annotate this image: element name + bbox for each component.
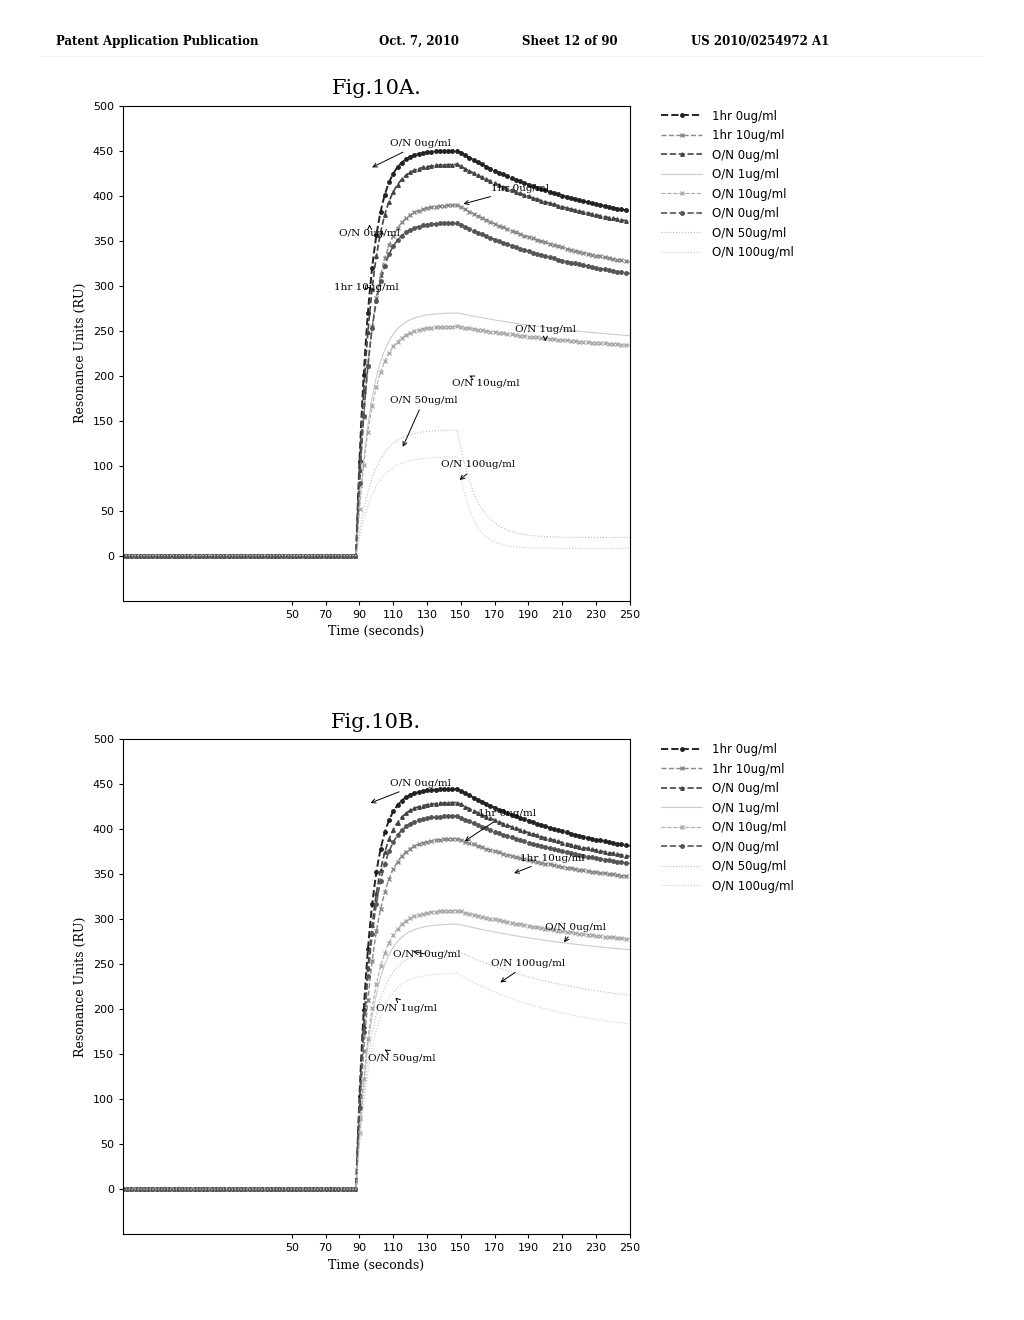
Text: O/N 0ug/ml: O/N 0ug/ml [373, 139, 451, 166]
Text: O/N 1ug/ml: O/N 1ug/ml [377, 998, 437, 1012]
Text: O/N 50ug/ml: O/N 50ug/ml [368, 1051, 435, 1064]
Y-axis label: Resonance Units (RU): Resonance Units (RU) [74, 282, 87, 424]
Text: US 2010/0254972 A1: US 2010/0254972 A1 [691, 34, 829, 48]
Text: O/N 10ug/ml: O/N 10ug/ml [453, 376, 520, 388]
Text: O/N 0ug/ml: O/N 0ug/ml [545, 923, 606, 941]
Text: 1hr 10ug/ml: 1hr 10ug/ml [515, 854, 585, 874]
Text: 1hr 0ug/ml: 1hr 0ug/ml [466, 809, 536, 841]
Text: O/N 100ug/ml: O/N 100ug/ml [440, 461, 515, 479]
Text: O/N 0ug/ml: O/N 0ug/ml [339, 226, 400, 238]
Text: O/N 1ug/ml: O/N 1ug/ml [515, 326, 575, 341]
Text: O/N 50ug/ml: O/N 50ug/ml [390, 396, 458, 446]
Text: Patent Application Publication: Patent Application Publication [56, 34, 259, 48]
Legend: 1hr 0ug/ml, 1hr 10ug/ml, O/N 0ug/ml, O/N 1ug/ml, O/N 10ug/ml, O/N 0ug/ml, O/N 50: 1hr 0ug/ml, 1hr 10ug/ml, O/N 0ug/ml, O/N… [656, 104, 799, 264]
Text: O/N 100ug/ml: O/N 100ug/ml [492, 960, 565, 982]
Text: O/N 10ug/ml: O/N 10ug/ml [393, 950, 461, 960]
Title: Fig.10A.: Fig.10A. [332, 79, 421, 99]
Y-axis label: Resonance Units (RU): Resonance Units (RU) [74, 916, 87, 1057]
Title: Fig.10B.: Fig.10B. [331, 713, 422, 733]
X-axis label: Time (seconds): Time (seconds) [329, 1259, 424, 1271]
Text: 1hr 10ug/ml: 1hr 10ug/ml [334, 282, 398, 292]
Legend: 1hr 0ug/ml, 1hr 10ug/ml, O/N 0ug/ml, O/N 1ug/ml, O/N 10ug/ml, O/N 0ug/ml, O/N 50: 1hr 0ug/ml, 1hr 10ug/ml, O/N 0ug/ml, O/N… [656, 738, 799, 898]
Text: Sheet 12 of 90: Sheet 12 of 90 [522, 34, 617, 48]
Text: 1hr 0ug/ml: 1hr 0ug/ml [465, 183, 549, 205]
Text: O/N 0ug/ml: O/N 0ug/ml [372, 779, 451, 803]
Text: Oct. 7, 2010: Oct. 7, 2010 [379, 34, 459, 48]
X-axis label: Time (seconds): Time (seconds) [329, 626, 424, 638]
